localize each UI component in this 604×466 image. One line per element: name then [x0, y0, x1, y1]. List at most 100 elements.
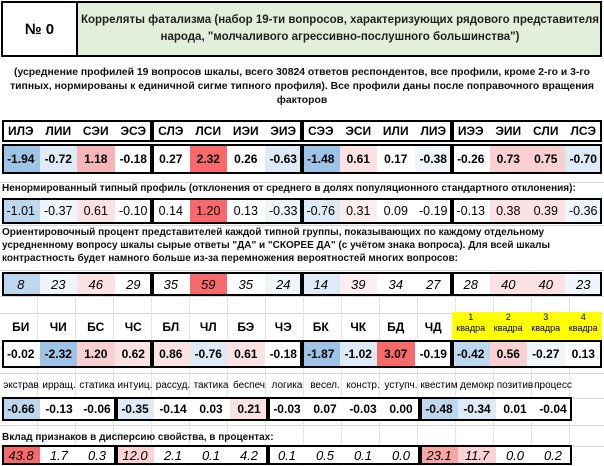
profile-cell: 2.32	[189, 144, 227, 174]
group-value: 0.86	[152, 340, 190, 368]
trait-value: -0.34	[458, 397, 496, 421]
type-header-box	[2, 120, 152, 142]
pct-cell: 27	[414, 272, 452, 296]
group-value: 3.07	[377, 340, 415, 368]
raw-cell: 0.31	[339, 198, 377, 224]
pct-cell: 23	[39, 272, 77, 296]
grid-col-line	[341, 270, 342, 466]
group-value: -0.18	[264, 340, 302, 368]
trait-header: квестим	[420, 380, 458, 391]
type-header: ЭИЭ	[270, 124, 297, 138]
grid-row-line	[0, 313, 604, 314]
contrib-value: 0.1	[344, 445, 382, 465]
grid-row-line	[0, 373, 604, 374]
type-header: ИЛИ	[382, 124, 409, 138]
profile-cell: -0.18	[114, 144, 152, 174]
trait-value: 0.01	[496, 397, 534, 421]
raw-cell: -0.10	[114, 198, 152, 224]
trait-header: ирращ.	[42, 380, 76, 391]
grid-col-line	[455, 270, 456, 466]
profile-cell: 0.26	[227, 144, 265, 174]
trait-value: -0.35	[116, 397, 154, 421]
grid-col-line	[379, 270, 380, 466]
profile-cell: 0.75	[527, 144, 565, 174]
contrib-value: 0.1	[268, 445, 306, 465]
quadra-header: 1 квадра	[452, 312, 490, 340]
profile-cell: 0.73	[489, 144, 527, 174]
group-value: -1.02	[339, 340, 377, 368]
quadra-number: 3	[543, 312, 549, 322]
pct-group-box	[2, 272, 152, 296]
group-value: -1.87	[302, 340, 340, 368]
grid-col-line	[189, 270, 190, 466]
pct-cell: 40	[527, 272, 565, 296]
type-header: ЛИИ	[45, 124, 72, 138]
raw-cell: 0.09	[377, 198, 415, 224]
type-header: ЛСЭ	[570, 124, 596, 138]
type-header: ИЛЭ	[7, 124, 34, 138]
quadra-header: 3 квадра	[527, 312, 565, 340]
type-header: СЛИ	[533, 124, 559, 138]
profile-group-box	[302, 144, 452, 174]
profile-cell: -1.94	[2, 144, 40, 174]
grid-col-line	[417, 270, 418, 466]
group-value: -0.02	[2, 340, 40, 368]
quadra-value: 0.13	[564, 340, 602, 368]
raw-profile-label: Ненормированный типный профиль (отклонен…	[2, 183, 576, 194]
grid-col-line	[569, 270, 570, 466]
group-value: -2.32	[39, 340, 77, 368]
group-header: ЧЭ	[274, 320, 292, 334]
contrib-value: 0.0	[382, 445, 420, 465]
group-value: -0.19	[414, 340, 452, 368]
intro-text: (усреднение профилей 19 вопросов шкалы, …	[10, 67, 594, 106]
contrib-value: 0.3	[78, 445, 116, 465]
group-value: -0.76	[189, 340, 227, 368]
contrib-value: 43.8	[2, 445, 40, 465]
raw-group-box	[2, 198, 152, 224]
pct-cell: 24	[264, 272, 302, 296]
contrib-value: 11.7	[458, 445, 496, 465]
trait-value: -0.14	[154, 397, 192, 421]
grid-row-line	[0, 270, 604, 271]
raw-cell: -0.76	[302, 198, 340, 224]
profile-cell: 0.27	[152, 144, 190, 174]
type-header: ЭСИ	[345, 124, 372, 138]
raw-group-box	[152, 198, 302, 224]
trait-header: демокр	[460, 380, 494, 391]
raw-cell: 0.38	[489, 198, 527, 224]
type-header-box	[452, 120, 602, 142]
raw-cell: -1.01	[2, 198, 40, 224]
type-header: ЭСЭ	[120, 124, 147, 138]
contrib-value: 2.1	[154, 445, 192, 465]
trait-header: интуиц.	[117, 380, 153, 391]
pct-cell: 8	[2, 272, 40, 296]
group-value-box	[152, 340, 302, 368]
group-header: ЧЛ	[199, 320, 217, 334]
raw-cell: 1.20	[189, 198, 227, 224]
trait-value: -0.04	[534, 397, 572, 421]
group-header: БИ	[12, 320, 30, 334]
pct-cell: 59	[189, 272, 227, 296]
grid-row-line	[0, 296, 604, 297]
trait-header: статика	[79, 380, 115, 391]
contrib-value: 4.2	[230, 445, 268, 465]
percent-label: Ориентировочный процент представителей к…	[2, 227, 551, 264]
profile-cell: -1.48	[302, 144, 340, 174]
grid-col-line	[227, 270, 228, 466]
quadra-word: квадра	[568, 323, 598, 333]
trait-value: 0.00	[382, 397, 420, 421]
pct-cell: 35	[152, 272, 190, 296]
contrib-value: 0.5	[306, 445, 344, 465]
quadra-header: 2 квадра	[489, 312, 527, 340]
group-header: БС	[87, 320, 105, 334]
trait-value: 0.07	[306, 397, 344, 421]
contrib-box	[2, 445, 116, 465]
trait-value-box	[116, 397, 268, 421]
type-header: ЛСИ	[195, 124, 222, 138]
trait-value: -0.06	[78, 397, 116, 421]
trait-value: 0.03	[192, 397, 230, 421]
quadra-number: 1	[468, 312, 474, 322]
trait-value: -0.13	[40, 397, 78, 421]
type-header: ЭИИ	[495, 124, 522, 138]
quadra-number: 2	[505, 312, 511, 322]
